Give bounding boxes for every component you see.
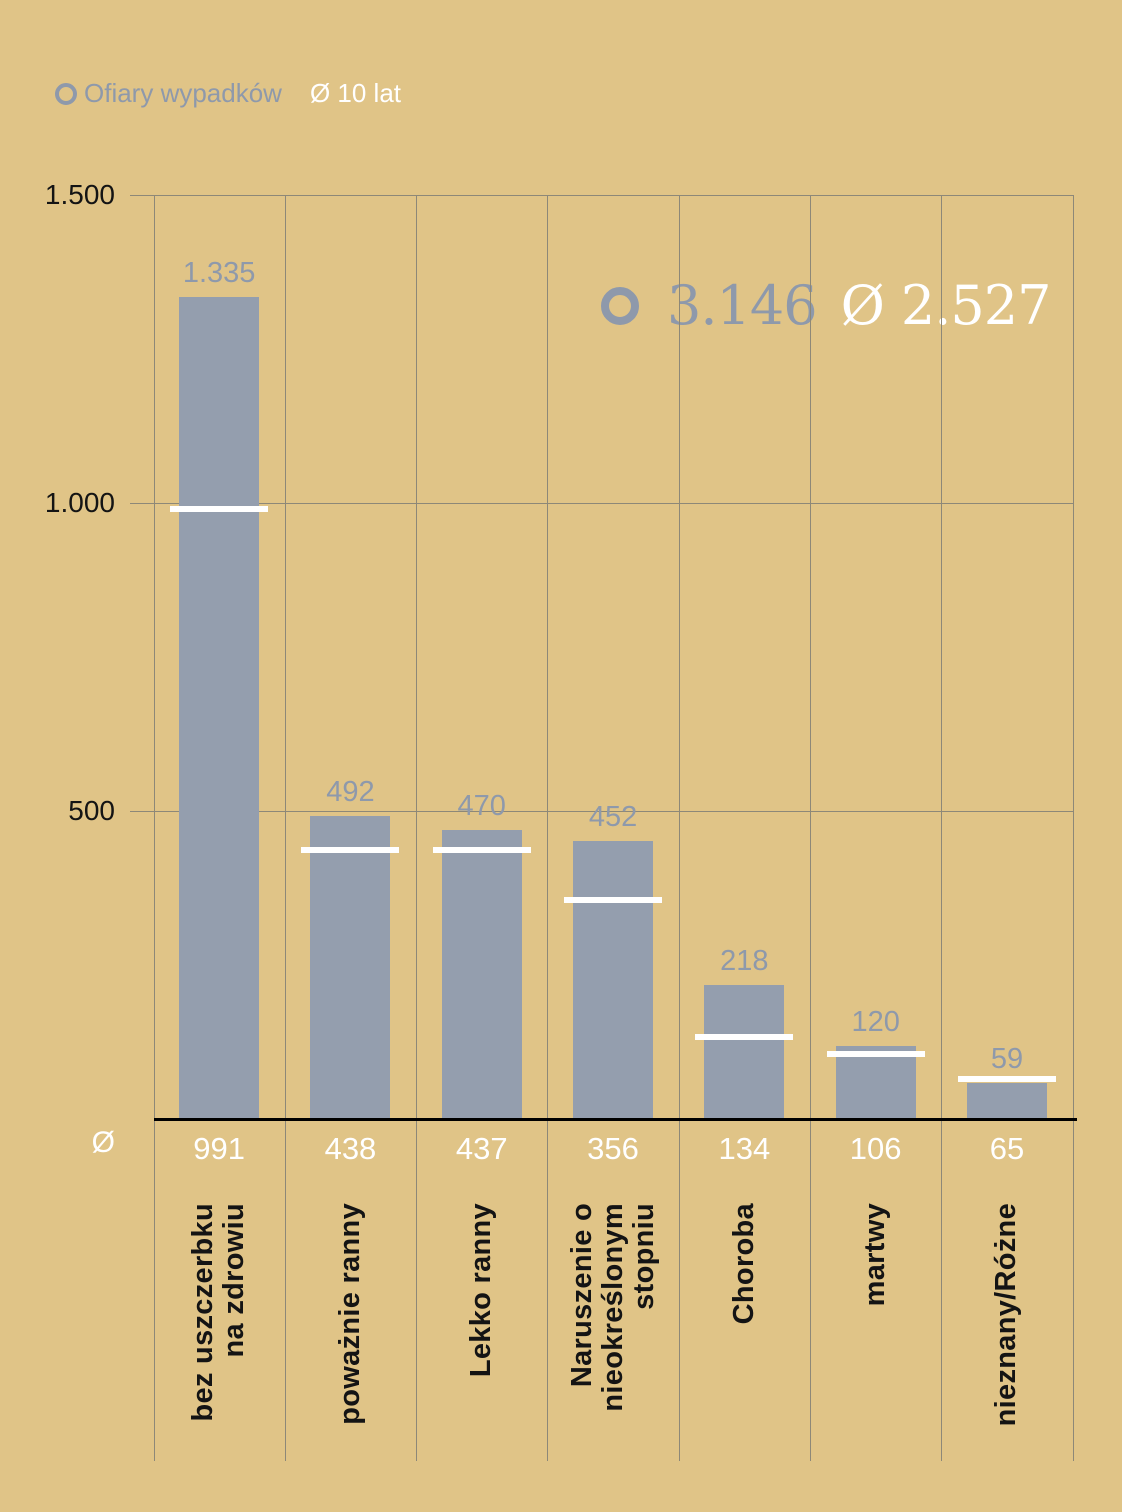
average-row-symbol: Ø bbox=[91, 1126, 115, 1159]
y-axis-tick-label: 1.500 bbox=[44, 179, 115, 210]
gridline-vertical bbox=[810, 195, 811, 1461]
bar-value-label: 218 bbox=[720, 945, 769, 978]
average-value-label: 65 bbox=[989, 1131, 1025, 1166]
gridline-vertical bbox=[547, 195, 549, 1461]
bar bbox=[310, 816, 391, 1120]
average-symbol-icon: Ø bbox=[840, 274, 885, 337]
category-label: Naruszenie o nieokreślonym stopniu bbox=[565, 1203, 660, 1412]
average-value-label: 134 bbox=[718, 1131, 771, 1166]
gridline-vertical bbox=[1072, 195, 1074, 1461]
bar-value-label: 1.335 bbox=[182, 256, 256, 289]
bar-value-label: 470 bbox=[457, 789, 506, 822]
annotation-totals: 3.146 Ø 2.527 bbox=[601, 274, 1052, 338]
category-label: nieznany/Różne bbox=[990, 1203, 1023, 1427]
gridline-vertical bbox=[284, 195, 286, 1461]
category-label: bez uszczerbku na zdrowiu bbox=[187, 1203, 251, 1422]
y-axis-tick-label: 500 bbox=[68, 795, 115, 827]
average-value-label: 356 bbox=[587, 1131, 639, 1166]
bar bbox=[573, 840, 654, 1120]
bar-value-label: 120 bbox=[851, 1005, 900, 1038]
average-line bbox=[432, 847, 531, 854]
annotation-total-value: 3.146 bbox=[667, 274, 818, 337]
category-label: poważnie ranny bbox=[333, 1203, 366, 1425]
bar bbox=[179, 296, 260, 1120]
annotation-average-value: 2.527 bbox=[900, 274, 1052, 337]
average-line bbox=[957, 1076, 1056, 1083]
bar-value-label: 59 bbox=[990, 1043, 1024, 1076]
average-value-label: 438 bbox=[324, 1131, 377, 1166]
average-line bbox=[301, 846, 400, 853]
bar bbox=[441, 829, 522, 1120]
gridline-horizontal bbox=[130, 195, 1073, 196]
bar-value-label: 492 bbox=[326, 776, 375, 809]
bar bbox=[966, 1083, 1047, 1120]
category-label: martwy bbox=[859, 1203, 892, 1307]
circle-icon bbox=[601, 287, 639, 325]
legend-series-label: Ofiary wypadków bbox=[84, 78, 282, 108]
average-line bbox=[826, 1051, 925, 1058]
bar bbox=[704, 985, 785, 1120]
bar bbox=[835, 1045, 916, 1120]
average-line bbox=[170, 505, 269, 512]
legend-average-label: Ø 10 lat bbox=[309, 78, 402, 108]
average-line bbox=[564, 897, 663, 904]
gridline-vertical bbox=[941, 195, 943, 1461]
circle-icon bbox=[55, 82, 77, 105]
average-value-label: 437 bbox=[455, 1131, 508, 1166]
gridline-vertical bbox=[416, 195, 418, 1461]
gridline-horizontal bbox=[130, 503, 1073, 505]
y-axis-tick-label: 1.000 bbox=[44, 487, 115, 519]
average-value-label: 991 bbox=[193, 1131, 246, 1166]
average-value-label: 106 bbox=[849, 1131, 902, 1166]
bar-value-label: 452 bbox=[588, 800, 638, 833]
gridline-vertical bbox=[678, 195, 680, 1461]
gridline-vertical bbox=[153, 195, 155, 1461]
category-label: Lekko ranny bbox=[465, 1203, 498, 1378]
category-label: Choroba bbox=[727, 1203, 760, 1325]
average-line bbox=[695, 1033, 794, 1040]
legend: Ofiary wypadków Ø 10 lat bbox=[55, 78, 401, 109]
gridline-horizontal bbox=[130, 811, 1073, 813]
x-axis-baseline bbox=[153, 1118, 1077, 1121]
